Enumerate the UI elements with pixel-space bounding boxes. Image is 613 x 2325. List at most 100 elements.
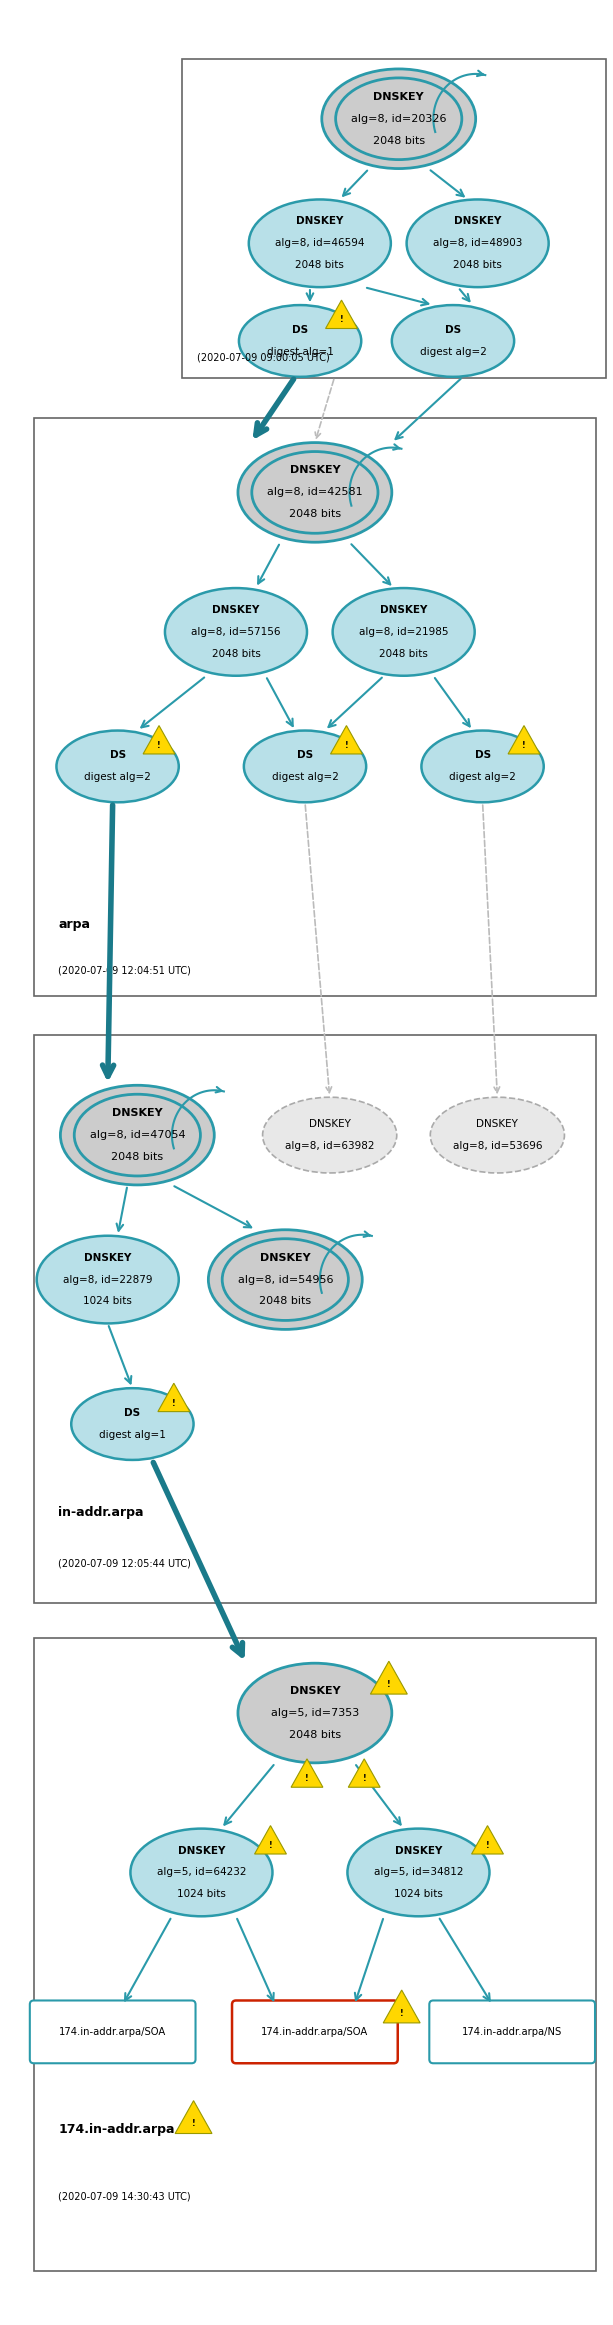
Ellipse shape (322, 70, 476, 170)
Text: alg=5, id=34812: alg=5, id=34812 (374, 1867, 463, 1879)
Text: DS: DS (124, 1409, 140, 1418)
Text: 2048 bits: 2048 bits (295, 260, 345, 270)
Ellipse shape (252, 451, 378, 532)
Text: DNSKEY: DNSKEY (296, 216, 343, 226)
Text: !: ! (172, 1400, 176, 1407)
Text: alg=8, id=22879: alg=8, id=22879 (63, 1274, 153, 1286)
Text: digest alg=2: digest alg=2 (419, 346, 487, 358)
FancyBboxPatch shape (429, 2000, 595, 2062)
Text: 2048 bits: 2048 bits (289, 1730, 341, 1739)
Text: !: ! (387, 1679, 390, 1688)
Polygon shape (508, 725, 540, 753)
Polygon shape (291, 1758, 323, 1788)
Text: (2020-07-09 12:05:44 UTC): (2020-07-09 12:05:44 UTC) (58, 1558, 191, 1569)
Polygon shape (330, 725, 362, 753)
Text: DNSKEY: DNSKEY (289, 465, 340, 477)
Text: alg=8, id=47054: alg=8, id=47054 (89, 1130, 185, 1139)
Ellipse shape (238, 1662, 392, 1762)
Text: digest alg=2: digest alg=2 (84, 772, 151, 784)
Text: DNSKEY: DNSKEY (84, 1253, 131, 1262)
Ellipse shape (336, 79, 462, 160)
Text: DNSKEY: DNSKEY (260, 1253, 311, 1262)
Polygon shape (158, 1383, 190, 1411)
Text: 2048 bits: 2048 bits (112, 1151, 164, 1162)
Ellipse shape (333, 588, 474, 677)
Text: !: ! (345, 742, 348, 751)
Text: alg=5, id=64232: alg=5, id=64232 (157, 1867, 246, 1879)
Text: 1024 bits: 1024 bits (177, 1890, 226, 1900)
Ellipse shape (165, 588, 307, 677)
Bar (181, 58, 606, 379)
Text: alg=8, id=48903: alg=8, id=48903 (433, 237, 522, 249)
Text: !: ! (157, 742, 161, 751)
Ellipse shape (249, 200, 391, 288)
Ellipse shape (208, 1230, 362, 1330)
FancyBboxPatch shape (232, 2000, 398, 2062)
Polygon shape (383, 1990, 420, 2023)
Text: DNSKEY: DNSKEY (454, 216, 501, 226)
Text: 2048 bits: 2048 bits (373, 135, 425, 146)
Ellipse shape (348, 1827, 489, 1916)
Polygon shape (326, 300, 357, 328)
Text: DS: DS (110, 751, 126, 760)
Text: 1024 bits: 1024 bits (83, 1297, 132, 1307)
Text: DS: DS (297, 751, 313, 760)
Polygon shape (471, 1825, 503, 1853)
Ellipse shape (131, 1827, 272, 1916)
Text: 2048 bits: 2048 bits (259, 1297, 311, 1307)
Polygon shape (175, 2099, 212, 2134)
Ellipse shape (56, 730, 179, 802)
Text: !: ! (485, 1841, 489, 1851)
Ellipse shape (244, 730, 366, 802)
Text: 174.in-addr.arpa: 174.in-addr.arpa (58, 2123, 175, 2137)
Text: alg=8, id=63982: alg=8, id=63982 (285, 1142, 375, 1151)
Text: !: ! (305, 1774, 309, 1783)
Text: DS: DS (445, 326, 461, 335)
Text: !: ! (192, 2118, 196, 2127)
Text: (2020-07-09 14:30:43 UTC): (2020-07-09 14:30:43 UTC) (58, 2190, 191, 2202)
Text: (2020-07-09 12:04:51 UTC): (2020-07-09 12:04:51 UTC) (58, 965, 191, 976)
Text: digest alg=1: digest alg=1 (99, 1430, 166, 1439)
Text: alg=8, id=53696: alg=8, id=53696 (452, 1142, 542, 1151)
Text: DNSKEY: DNSKEY (476, 1118, 519, 1130)
Text: DNSKEY: DNSKEY (373, 91, 424, 102)
Text: in-addr.arpa: in-addr.arpa (58, 1507, 144, 1518)
Text: 174.in-addr.arpa/SOA: 174.in-addr.arpa/SOA (59, 2027, 166, 2037)
Text: digest alg=2: digest alg=2 (449, 772, 516, 784)
Text: alg=8, id=46594: alg=8, id=46594 (275, 237, 365, 249)
Ellipse shape (238, 442, 392, 542)
Ellipse shape (392, 305, 514, 377)
Text: !: ! (362, 1774, 366, 1783)
FancyBboxPatch shape (30, 2000, 196, 2062)
Ellipse shape (430, 1097, 565, 1172)
Ellipse shape (239, 305, 361, 377)
Text: alg=8, id=57156: alg=8, id=57156 (191, 628, 281, 637)
Text: DNSKEY: DNSKEY (309, 1118, 351, 1130)
Text: DS: DS (292, 326, 308, 335)
Ellipse shape (71, 1388, 194, 1460)
Text: 2048 bits: 2048 bits (289, 509, 341, 518)
Text: (2020-07-09 09:00:05 UTC): (2020-07-09 09:00:05 UTC) (197, 353, 329, 363)
Text: arpa: arpa (58, 918, 91, 930)
Text: !: ! (522, 742, 526, 751)
Text: !: ! (400, 2009, 403, 2018)
Ellipse shape (61, 1086, 215, 1186)
Text: digest alg=1: digest alg=1 (267, 346, 333, 358)
Ellipse shape (406, 200, 549, 288)
Text: !: ! (340, 316, 343, 326)
Text: 1024 bits: 1024 bits (394, 1890, 443, 1900)
Text: DNSKEY: DNSKEY (112, 1109, 162, 1118)
Text: alg=5, id=7353: alg=5, id=7353 (271, 1709, 359, 1718)
Text: 174.in-addr.arpa/SOA: 174.in-addr.arpa/SOA (261, 2027, 368, 2037)
Ellipse shape (421, 730, 544, 802)
Text: DNSKEY: DNSKEY (395, 1846, 442, 1855)
Bar (34, 418, 596, 995)
Text: alg=8, id=42581: alg=8, id=42581 (267, 488, 363, 498)
Polygon shape (348, 1758, 380, 1788)
Text: 2048 bits: 2048 bits (379, 649, 428, 658)
Text: alg=8, id=21985: alg=8, id=21985 (359, 628, 449, 637)
Ellipse shape (74, 1095, 200, 1176)
Text: alg=8, id=20326: alg=8, id=20326 (351, 114, 446, 123)
Text: DNSKEY: DNSKEY (289, 1686, 340, 1697)
Text: DNSKEY: DNSKEY (212, 604, 260, 616)
